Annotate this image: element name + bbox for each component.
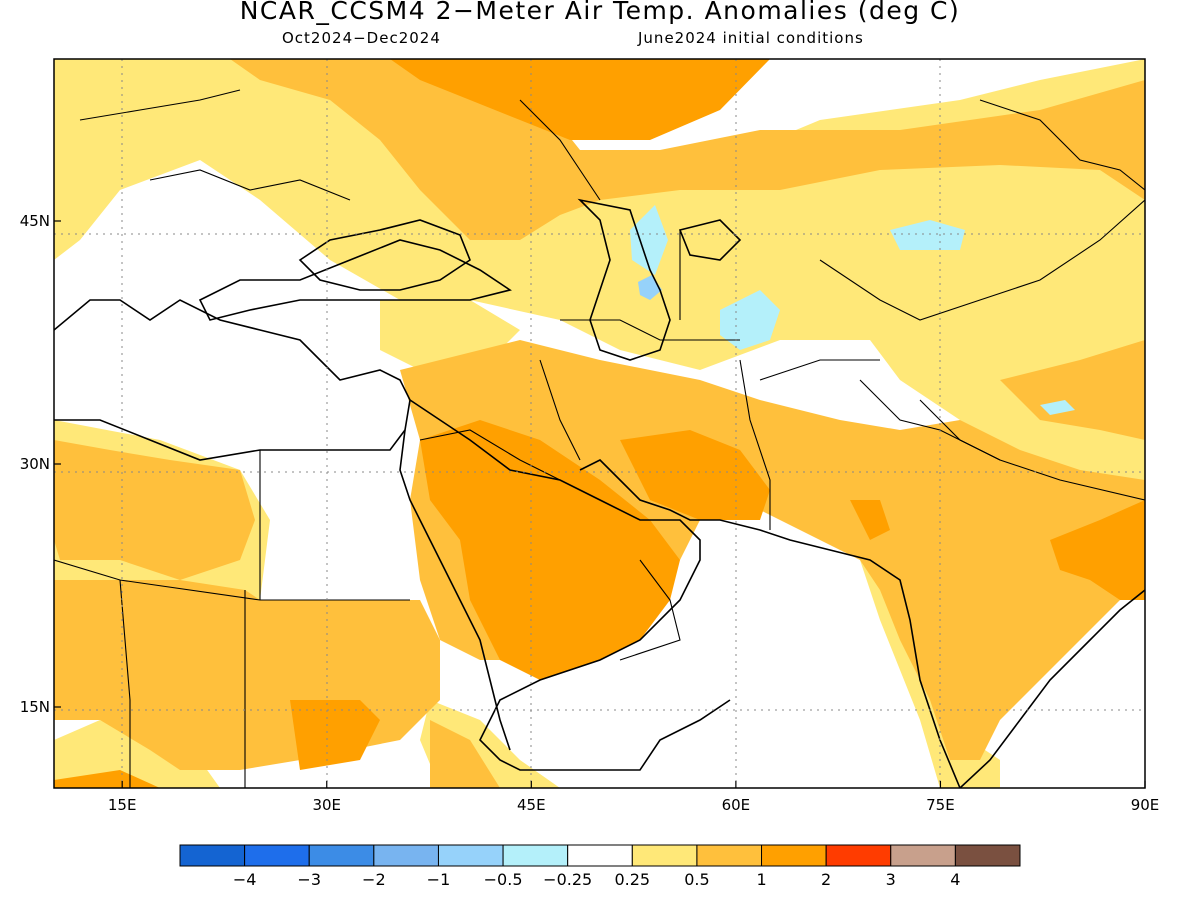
initial-conditions: June2024 initial conditions xyxy=(638,29,864,47)
y-axis-ticks: 45N 30N 15N xyxy=(20,212,61,716)
colorbar-swatch xyxy=(890,844,956,867)
colorbar-swatch xyxy=(954,844,1021,867)
colorbar-label: 3 xyxy=(886,870,896,889)
anomaly-1-2 xyxy=(54,59,1145,788)
coastlines xyxy=(54,198,1145,788)
colorbar-label: 1 xyxy=(756,870,766,889)
colorbar-swatch xyxy=(179,844,246,867)
colorbar-label: −0.25 xyxy=(543,870,592,889)
x-tick-label: 60E xyxy=(722,796,751,814)
y-tick-label: 30N xyxy=(20,455,50,473)
map-title: NCAR_CCSM4 2−Meter Air Temp. Anomalies (… xyxy=(239,0,961,25)
colorbar: −4 −3 −2 −1 −0.5 −0.25 0.25 0.5 1 2 3 4 xyxy=(179,844,1021,889)
colorbar-label: −4 xyxy=(233,870,257,889)
anomaly-0.5-1 xyxy=(54,59,1145,788)
colorbar-label: 4 xyxy=(950,870,960,889)
colorbar-label: 0.25 xyxy=(614,870,650,889)
colorbar-swatch xyxy=(696,844,763,867)
map-frame xyxy=(53,58,1146,789)
colorbar-swatch xyxy=(437,844,504,867)
colorbar-swatch xyxy=(373,844,439,867)
anomaly-neg-0.25 xyxy=(630,205,1075,415)
colorbar-label: −1 xyxy=(427,870,451,889)
colorbar-label: 0.5 xyxy=(684,870,709,889)
colorbar-swatch xyxy=(244,844,310,867)
x-axis-ticks: 15E 30E 45E 60E 75E 90E xyxy=(108,781,1159,814)
colorbar-swatch xyxy=(567,844,633,867)
colorbar-label: −0.5 xyxy=(484,870,523,889)
x-tick-label: 45E xyxy=(517,796,546,814)
colorbar-label: −2 xyxy=(362,870,386,889)
x-tick-label: 75E xyxy=(926,796,955,814)
colorbar-label: 2 xyxy=(821,870,831,889)
grid-lines xyxy=(54,59,1145,788)
anomaly-fill xyxy=(54,59,1145,788)
x-tick-label: 30E xyxy=(312,796,341,814)
colorbar-swatch xyxy=(631,844,698,867)
colorbar-swatch xyxy=(761,844,827,867)
x-tick-label: 15E xyxy=(108,796,137,814)
colorbar-swatch xyxy=(502,844,569,867)
forecast-period: Oct2024−Dec2024 xyxy=(282,29,441,47)
y-tick-label: 45N xyxy=(20,212,50,230)
colorbar-swatch xyxy=(825,844,892,867)
y-tick-label: 15N xyxy=(20,698,50,716)
colorbar-label: −3 xyxy=(297,870,321,889)
country-borders xyxy=(54,89,1145,788)
x-tick-label: 90E xyxy=(1131,796,1160,814)
colorbar-swatch xyxy=(308,844,375,867)
